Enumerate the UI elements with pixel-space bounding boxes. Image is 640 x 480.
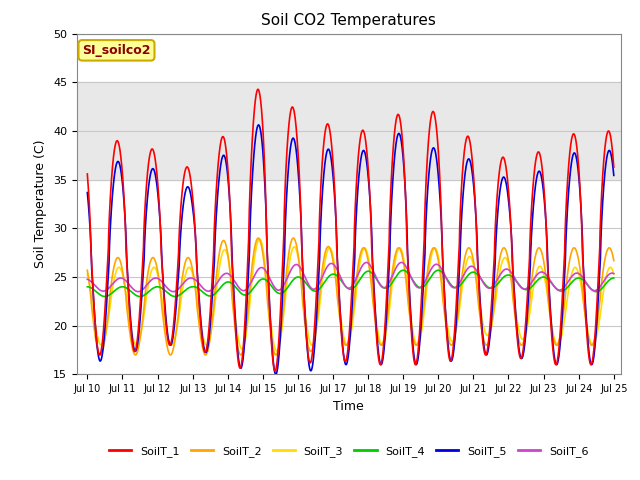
Bar <box>77 82 621 180</box>
Text: SI_soilco2: SI_soilco2 <box>82 44 151 57</box>
X-axis label: Time: Time <box>333 400 364 413</box>
Y-axis label: Soil Temperature (C): Soil Temperature (C) <box>35 140 47 268</box>
Legend: SoilT_1, SoilT_2, SoilT_3, SoilT_4, SoilT_5, SoilT_6: SoilT_1, SoilT_2, SoilT_3, SoilT_4, Soil… <box>104 441 593 461</box>
Title: Soil CO2 Temperatures: Soil CO2 Temperatures <box>261 13 436 28</box>
